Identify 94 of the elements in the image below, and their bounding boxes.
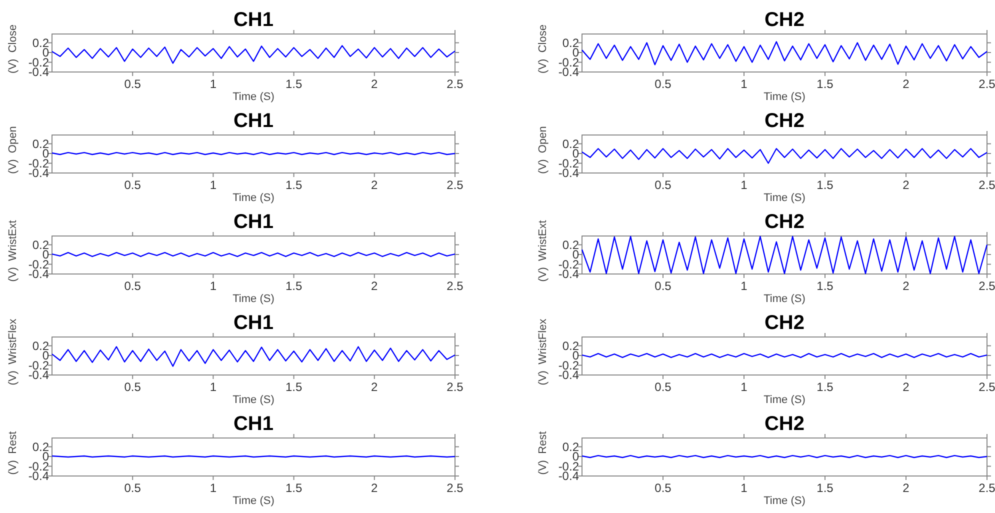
x-tick-label: 2.5 [446, 481, 464, 495]
x-axis-title: Time (S) [232, 495, 274, 507]
x-tick-label: 1.5 [816, 481, 834, 495]
x-tick-label: 2.5 [978, 481, 995, 495]
x-tick-label: 1.5 [816, 380, 834, 394]
y-axis-title: (V) WristExt [537, 220, 549, 282]
x-tick-label: 1.5 [816, 77, 834, 91]
y-tick-label: -0.4 [558, 469, 580, 483]
x-axis-title: Time (S) [232, 293, 274, 305]
x-tick-label: 2.5 [446, 77, 464, 91]
chart-title: CH1 [233, 312, 274, 334]
x-tick-label: 1 [210, 481, 217, 495]
y-axis-title: (V) Rest [537, 431, 549, 475]
x-tick-label: 2 [902, 77, 910, 91]
x-tick-label: 1.5 [285, 77, 302, 91]
x-tick-label: 1 [740, 481, 748, 495]
chart-title: CH2 [764, 211, 805, 233]
chart-title: CH1 [233, 413, 274, 435]
x-tick-label: 2 [371, 279, 378, 293]
chart-title: CH2 [764, 312, 805, 334]
x-tick-label: 2.5 [978, 77, 995, 91]
y-tick-label: -0.4 [558, 368, 580, 382]
x-tick-label: 2.5 [446, 178, 464, 192]
y-axis-title: (V) WristFlex [7, 318, 19, 386]
x-tick-label: 1 [210, 178, 217, 192]
x-tick-label: 1 [210, 77, 217, 91]
y-axis-title: (V) WristExt [7, 220, 19, 282]
y-axis-title: (V) Open [7, 126, 19, 174]
x-axis-title: Time (S) [764, 394, 806, 406]
x-tick-label: 2.5 [978, 279, 995, 293]
y-tick-label: -0.4 [28, 368, 50, 382]
x-tick-label: 0.5 [124, 481, 142, 495]
y-axis-title: (V) Open [537, 126, 549, 174]
y-tick-label: -0.4 [28, 65, 50, 79]
x-tick-label: 0.5 [124, 178, 142, 192]
chart-title: CH1 [233, 9, 274, 31]
y-tick-label: -0.4 [28, 166, 50, 180]
y-tick-label: -0.4 [558, 65, 580, 79]
y-tick-label: -0.4 [558, 166, 580, 180]
line-series [51, 346, 456, 367]
x-tick-label: 1.5 [816, 279, 834, 293]
chart-title: CH2 [764, 9, 805, 31]
x-tick-label: 1.5 [285, 380, 302, 394]
x-tick-label: 1 [210, 380, 217, 394]
x-tick-label: 1 [740, 380, 748, 394]
x-tick-label: 2 [371, 380, 378, 394]
x-axis-title: Time (S) [764, 293, 806, 305]
x-tick-label: 0.5 [654, 380, 672, 394]
x-tick-label: 0.5 [124, 380, 142, 394]
line-series [581, 41, 988, 66]
x-tick-label: 1 [740, 178, 748, 192]
y-tick-label: -0.4 [28, 469, 50, 483]
line-series [581, 148, 988, 164]
x-tick-label: 1.5 [285, 178, 302, 192]
x-tick-label: 0.5 [654, 77, 672, 91]
x-tick-label: 0.5 [654, 279, 672, 293]
x-axis-title: Time (S) [232, 91, 274, 103]
chart-title: CH2 [764, 110, 805, 132]
x-tick-label: 1.5 [285, 481, 302, 495]
x-tick-label: 2.5 [446, 279, 464, 293]
x-tick-label: 2 [902, 481, 910, 495]
y-axis-title: (V) Close [537, 24, 549, 74]
chart-title: CH2 [764, 413, 805, 435]
x-tick-label: 2 [902, 178, 910, 192]
x-tick-label: 2 [371, 481, 378, 495]
x-tick-label: 1.5 [285, 279, 302, 293]
x-tick-label: 2.5 [446, 380, 464, 394]
x-axis-title: Time (S) [232, 192, 274, 204]
chart-title: CH1 [233, 110, 274, 132]
x-tick-label: 1.5 [816, 178, 834, 192]
x-tick-label: 0.5 [124, 77, 142, 91]
x-axis-title: Time (S) [764, 192, 806, 204]
x-axis-title: Time (S) [232, 394, 274, 406]
x-tick-label: 2 [902, 380, 910, 394]
chart-title: CH1 [233, 211, 274, 233]
x-tick-label: 2 [371, 178, 378, 192]
x-tick-label: 2.5 [978, 380, 995, 394]
x-tick-label: 2 [371, 77, 378, 91]
y-axis-title: (V) Close [7, 24, 19, 74]
x-tick-label: 0.5 [124, 279, 142, 293]
x-axis-title: Time (S) [764, 495, 806, 507]
x-tick-label: 2.5 [978, 178, 995, 192]
x-tick-label: 1 [740, 279, 748, 293]
y-tick-label: -0.4 [558, 267, 580, 281]
x-tick-label: 2 [902, 279, 910, 293]
x-tick-label: 1 [210, 279, 217, 293]
x-tick-label: 1 [740, 77, 748, 91]
x-tick-label: 0.5 [654, 481, 672, 495]
x-tick-label: 0.5 [654, 178, 672, 192]
x-axis-title: Time (S) [764, 91, 806, 103]
y-axis-title: (V) Rest [7, 431, 19, 475]
y-axis-title: (V) WristFlex [537, 318, 549, 386]
y-tick-label: -0.4 [28, 267, 50, 281]
line-series [51, 45, 456, 64]
